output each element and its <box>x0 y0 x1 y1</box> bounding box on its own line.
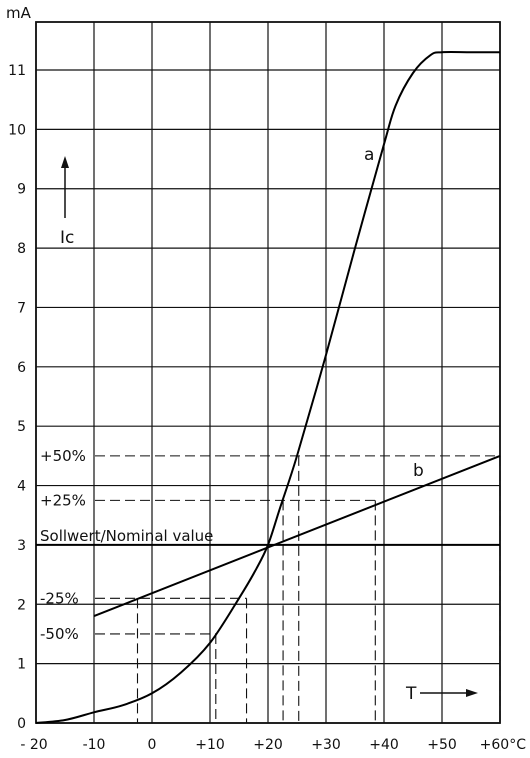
y-tick-label: 4 <box>17 479 26 495</box>
x-tick-label: +10 <box>195 737 225 753</box>
x-arrow-icon <box>420 689 478 697</box>
y-unit-label: mA <box>6 4 32 22</box>
y-tick-label: 2 <box>17 597 26 613</box>
y-tick-label: 0 <box>17 716 26 732</box>
y-tick-label: 11 <box>8 63 26 79</box>
x-tick-label: -10 <box>83 737 106 753</box>
x-tick-label: - 20 <box>20 737 47 753</box>
x-tick-label: +30 <box>311 737 341 753</box>
percent-label: -25% <box>40 589 79 607</box>
y-tick-label: 8 <box>17 241 26 257</box>
y-tick-label: 1 <box>17 657 26 673</box>
x-tick-label: +50 <box>427 737 457 753</box>
percent-label: +25% <box>40 491 86 509</box>
y-tick-label: 9 <box>17 182 26 198</box>
x-axis-label: T <box>405 684 417 704</box>
y-tick-label: 5 <box>17 419 26 435</box>
series <box>35 50 501 724</box>
percent-label: -50% <box>40 625 79 643</box>
y-tick-label: 3 <box>17 538 26 554</box>
x-tick-label: 0 <box>148 737 157 753</box>
y-axis-label: Ic <box>60 228 74 248</box>
tick-labels: - 20 -10 0 +10 +20 +30 +40 +50 +60°C 0 1 2 3 4 5 6 7 8 9 10… <box>8 63 526 753</box>
y-tick-label: 7 <box>17 300 26 316</box>
nominal-value-label: Sollwert/Nominal value <box>40 527 213 545</box>
curve-label-a: a <box>364 145 374 165</box>
percent-guide-lines: +50% +25% -25% -50% <box>40 447 501 723</box>
series-line-b <box>93 454 501 618</box>
series-line-a <box>35 50 500 724</box>
y-tick-label: 10 <box>8 122 26 138</box>
curve-label-b: b <box>413 461 424 481</box>
x-tick-label: +60°C <box>480 737 527 753</box>
x-tick-label: +20 <box>253 737 283 753</box>
percent-label: +50% <box>40 447 86 465</box>
x-tick-label: +40 <box>369 737 399 753</box>
y-tick-label: 6 <box>17 360 26 376</box>
y-arrow-icon <box>61 156 69 218</box>
axis-arrows <box>61 156 478 697</box>
chart-labels: mA Ic T a b Sollwert/Nominal value <box>6 4 424 704</box>
grid <box>35 21 501 724</box>
